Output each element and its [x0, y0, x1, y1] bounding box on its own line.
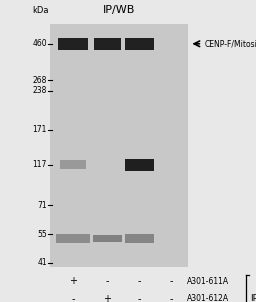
Text: 238: 238 — [33, 86, 47, 95]
Bar — [125, 159, 154, 171]
Bar — [94, 38, 121, 50]
Bar — [50, 24, 188, 267]
Text: IP: IP — [250, 294, 256, 302]
Text: A301-611A: A301-611A — [187, 277, 229, 286]
Text: -: - — [170, 294, 173, 302]
Text: A301-612A: A301-612A — [187, 294, 229, 302]
Text: -: - — [71, 294, 75, 302]
Text: +: + — [103, 294, 112, 302]
Text: 268: 268 — [33, 76, 47, 85]
Text: 460: 460 — [32, 39, 47, 48]
Text: 171: 171 — [33, 125, 47, 134]
Text: kDa: kDa — [32, 6, 49, 15]
Text: 71: 71 — [37, 201, 47, 210]
Text: -: - — [138, 294, 141, 302]
Text: -: - — [170, 276, 173, 287]
Text: IP/WB: IP/WB — [103, 5, 135, 15]
Bar — [60, 160, 86, 169]
Text: +: + — [69, 276, 77, 287]
Text: -: - — [138, 276, 141, 287]
Text: 55: 55 — [37, 230, 47, 239]
Bar — [58, 38, 88, 50]
Bar — [93, 235, 122, 242]
Bar — [125, 38, 154, 50]
Bar — [125, 234, 154, 243]
Bar — [56, 234, 90, 243]
Text: -: - — [106, 276, 109, 287]
Text: CENP-F/Mitosin: CENP-F/Mitosin — [204, 39, 256, 48]
Text: 117: 117 — [33, 160, 47, 169]
Text: 41: 41 — [37, 258, 47, 267]
